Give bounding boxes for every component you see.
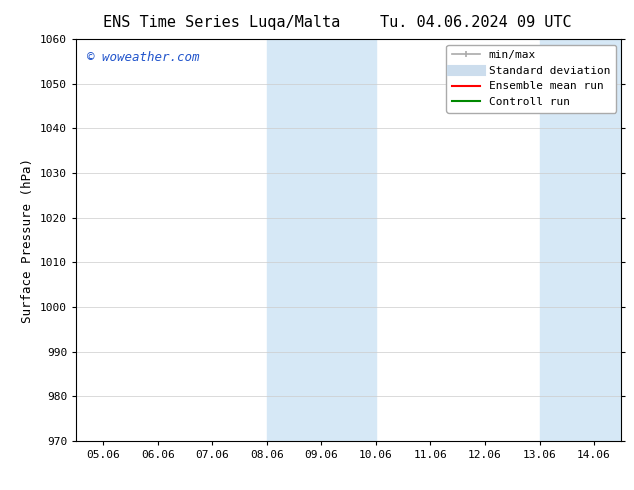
Text: ENS Time Series Luqa/Malta: ENS Time Series Luqa/Malta [103,15,340,30]
Text: © woweather.com: © woweather.com [87,51,200,64]
Text: Tu. 04.06.2024 09 UTC: Tu. 04.06.2024 09 UTC [380,15,571,30]
Y-axis label: Surface Pressure (hPa): Surface Pressure (hPa) [22,158,34,322]
Bar [267,39,376,441]
Bar [540,39,621,441]
Legend: min/max, Standard deviation, Ensemble mean run, Controll run: min/max, Standard deviation, Ensemble me… [446,45,616,113]
